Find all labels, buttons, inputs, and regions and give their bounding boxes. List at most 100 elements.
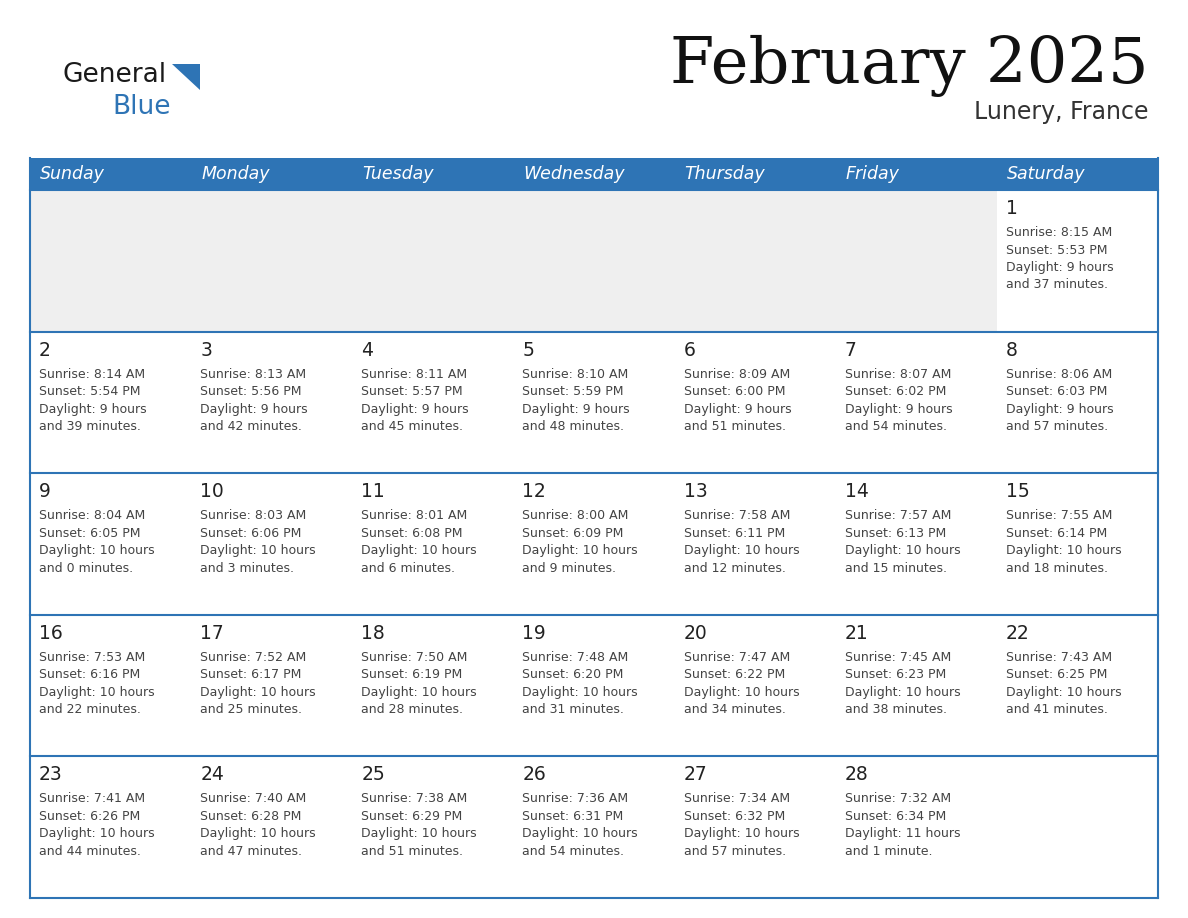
- Bar: [30, 331, 191, 473]
- Text: 15: 15: [1006, 482, 1030, 501]
- Text: 4: 4: [361, 341, 373, 360]
- Text: and 15 minutes.: and 15 minutes.: [845, 562, 947, 575]
- Bar: [30, 158, 191, 190]
- Bar: [675, 158, 835, 190]
- Text: and 9 minutes.: and 9 minutes.: [523, 562, 617, 575]
- Bar: [513, 756, 675, 898]
- Text: Sunset: 6:19 PM: Sunset: 6:19 PM: [361, 668, 462, 681]
- Text: Sunset: 6:22 PM: Sunset: 6:22 PM: [683, 668, 785, 681]
- Text: and 18 minutes.: and 18 minutes.: [1006, 562, 1108, 575]
- Text: 19: 19: [523, 624, 546, 643]
- Text: Sunset: 5:59 PM: Sunset: 5:59 PM: [523, 385, 624, 398]
- Text: and 22 minutes.: and 22 minutes.: [39, 703, 141, 716]
- Bar: [835, 158, 997, 190]
- Text: and 34 minutes.: and 34 minutes.: [683, 703, 785, 716]
- Text: and 44 minutes.: and 44 minutes.: [39, 845, 141, 858]
- Text: Sunrise: 7:52 AM: Sunrise: 7:52 AM: [200, 651, 307, 664]
- Text: and 1 minute.: and 1 minute.: [845, 845, 933, 858]
- Text: and 47 minutes.: and 47 minutes.: [200, 845, 302, 858]
- Text: Sunset: 6:32 PM: Sunset: 6:32 PM: [683, 810, 785, 823]
- Text: Daylight: 9 hours: Daylight: 9 hours: [1006, 261, 1113, 274]
- Text: Sunrise: 7:45 AM: Sunrise: 7:45 AM: [845, 651, 950, 664]
- Text: Sunrise: 7:58 AM: Sunrise: 7:58 AM: [683, 509, 790, 522]
- Bar: [997, 615, 1158, 756]
- Text: Sunset: 6:20 PM: Sunset: 6:20 PM: [523, 668, 624, 681]
- Text: Blue: Blue: [112, 94, 171, 120]
- Bar: [513, 190, 675, 331]
- Text: Sunrise: 7:50 AM: Sunrise: 7:50 AM: [361, 651, 468, 664]
- Text: Sunrise: 7:41 AM: Sunrise: 7:41 AM: [39, 792, 145, 805]
- Text: 17: 17: [200, 624, 223, 643]
- Text: Sunrise: 7:57 AM: Sunrise: 7:57 AM: [845, 509, 952, 522]
- Text: Sunset: 6:14 PM: Sunset: 6:14 PM: [1006, 527, 1107, 540]
- Text: and 57 minutes.: and 57 minutes.: [1006, 420, 1108, 433]
- Text: Sunrise: 7:53 AM: Sunrise: 7:53 AM: [39, 651, 145, 664]
- Text: Daylight: 10 hours: Daylight: 10 hours: [39, 686, 154, 699]
- Text: Daylight: 10 hours: Daylight: 10 hours: [200, 827, 316, 840]
- Text: 3: 3: [200, 341, 211, 360]
- Bar: [835, 190, 997, 331]
- Text: and 38 minutes.: and 38 minutes.: [845, 703, 947, 716]
- Text: 21: 21: [845, 624, 868, 643]
- Text: Sunset: 6:16 PM: Sunset: 6:16 PM: [39, 668, 140, 681]
- Text: and 31 minutes.: and 31 minutes.: [523, 703, 625, 716]
- Text: Sunrise: 7:43 AM: Sunrise: 7:43 AM: [1006, 651, 1112, 664]
- Bar: [997, 473, 1158, 615]
- Text: Saturday: Saturday: [1007, 165, 1086, 183]
- Text: Sunset: 6:03 PM: Sunset: 6:03 PM: [1006, 385, 1107, 398]
- Text: and 51 minutes.: and 51 minutes.: [683, 420, 785, 433]
- Text: General: General: [62, 62, 166, 88]
- Text: and 42 minutes.: and 42 minutes.: [200, 420, 302, 433]
- Text: Daylight: 11 hours: Daylight: 11 hours: [845, 827, 960, 840]
- Bar: [675, 331, 835, 473]
- Text: Daylight: 9 hours: Daylight: 9 hours: [523, 403, 630, 416]
- Text: Thursday: Thursday: [684, 165, 765, 183]
- Text: Daylight: 10 hours: Daylight: 10 hours: [361, 827, 476, 840]
- Text: Daylight: 10 hours: Daylight: 10 hours: [683, 686, 800, 699]
- Text: Daylight: 10 hours: Daylight: 10 hours: [683, 827, 800, 840]
- Text: and 37 minutes.: and 37 minutes.: [1006, 278, 1108, 292]
- Bar: [513, 158, 675, 190]
- Text: Sunset: 6:25 PM: Sunset: 6:25 PM: [1006, 668, 1107, 681]
- Text: 24: 24: [200, 766, 225, 784]
- Text: 20: 20: [683, 624, 707, 643]
- Text: Sunset: 5:53 PM: Sunset: 5:53 PM: [1006, 243, 1107, 256]
- Text: Daylight: 10 hours: Daylight: 10 hours: [523, 827, 638, 840]
- Text: Sunrise: 8:03 AM: Sunrise: 8:03 AM: [200, 509, 307, 522]
- Bar: [191, 331, 353, 473]
- Text: Daylight: 9 hours: Daylight: 9 hours: [845, 403, 953, 416]
- Bar: [353, 158, 513, 190]
- Text: and 28 minutes.: and 28 minutes.: [361, 703, 463, 716]
- Text: Sunrise: 7:38 AM: Sunrise: 7:38 AM: [361, 792, 468, 805]
- Text: Lunery, France: Lunery, France: [973, 100, 1148, 124]
- Text: Sunrise: 8:10 AM: Sunrise: 8:10 AM: [523, 367, 628, 381]
- Bar: [513, 473, 675, 615]
- Text: 2: 2: [39, 341, 51, 360]
- Text: and 45 minutes.: and 45 minutes.: [361, 420, 463, 433]
- Bar: [997, 756, 1158, 898]
- Text: Sunset: 6:06 PM: Sunset: 6:06 PM: [200, 527, 302, 540]
- Bar: [997, 190, 1158, 331]
- Text: Sunset: 6:02 PM: Sunset: 6:02 PM: [845, 385, 946, 398]
- Text: Sunset: 6:31 PM: Sunset: 6:31 PM: [523, 810, 624, 823]
- Bar: [675, 190, 835, 331]
- Text: Sunrise: 7:32 AM: Sunrise: 7:32 AM: [845, 792, 950, 805]
- Bar: [675, 756, 835, 898]
- Polygon shape: [172, 64, 200, 90]
- Bar: [191, 615, 353, 756]
- Text: Sunrise: 8:00 AM: Sunrise: 8:00 AM: [523, 509, 628, 522]
- Text: Daylight: 9 hours: Daylight: 9 hours: [1006, 403, 1113, 416]
- Text: Sunday: Sunday: [40, 165, 105, 183]
- Text: Daylight: 10 hours: Daylight: 10 hours: [523, 544, 638, 557]
- Bar: [191, 190, 353, 331]
- Text: and 0 minutes.: and 0 minutes.: [39, 562, 133, 575]
- Text: Daylight: 10 hours: Daylight: 10 hours: [39, 544, 154, 557]
- Text: Tuesday: Tuesday: [362, 165, 434, 183]
- Text: 26: 26: [523, 766, 546, 784]
- Text: Sunrise: 8:07 AM: Sunrise: 8:07 AM: [845, 367, 952, 381]
- Text: Sunset: 6:28 PM: Sunset: 6:28 PM: [200, 810, 302, 823]
- Bar: [191, 158, 353, 190]
- Text: Daylight: 10 hours: Daylight: 10 hours: [845, 544, 960, 557]
- Bar: [997, 331, 1158, 473]
- Bar: [353, 473, 513, 615]
